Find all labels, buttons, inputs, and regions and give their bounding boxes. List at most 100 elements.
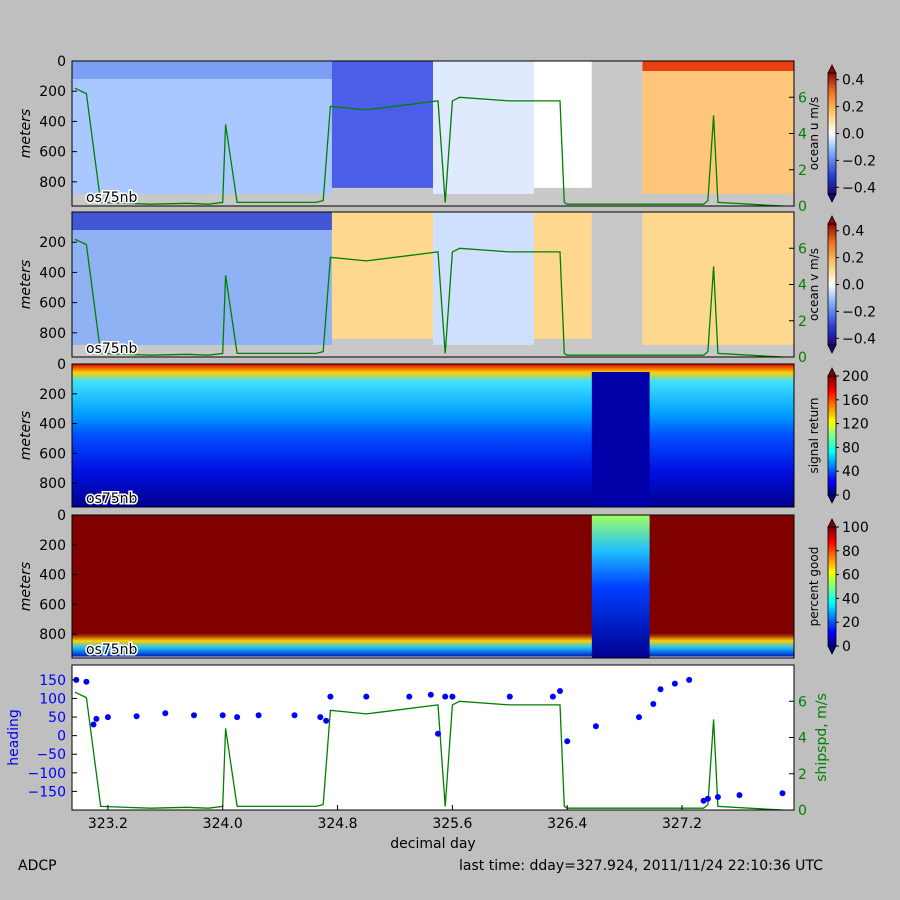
panel-ocean-u-right-tick-label: 2 (798, 163, 807, 179)
heading-point (406, 693, 413, 700)
panel-ocean-u-colorbar-extend-bottom (827, 193, 837, 203)
panel-ocean-u-right-tick-label: 0 (798, 199, 807, 215)
panel-percent-good-colorbar-tick-label: 20 (842, 615, 860, 631)
panel-signal-return-tick-label: 600 (39, 446, 66, 462)
heading-point (104, 714, 111, 721)
panel-signal-return-colorbar-label: signal return (807, 397, 821, 473)
heatmap-signal-return (72, 364, 794, 507)
heading-point (557, 688, 563, 694)
x-tick-label: 325.6 (432, 816, 472, 832)
heading-point (657, 686, 664, 693)
heading-point (255, 712, 262, 719)
heading-point (442, 693, 449, 700)
panel-percent-good-colorbar (827, 526, 837, 647)
panel-ocean-v-tick-label: 600 (39, 296, 66, 312)
panel-signal-return-colorbar-tick-label: 0 (842, 488, 851, 504)
panel-ocean-v-tick-label: 200 (39, 235, 66, 251)
heading-tick-label: −150 (28, 784, 66, 800)
panel-ocean-v-right-tick-label: 4 (798, 278, 807, 294)
bottom-falloff (72, 634, 794, 657)
x-tick-label: 324.0 (203, 816, 243, 832)
heading-point (704, 795, 711, 802)
panel-percent-good-tick-label: 600 (39, 597, 66, 613)
shipspd-line (74, 87, 783, 207)
velocity-band (433, 212, 535, 345)
heading-point (714, 794, 721, 800)
panel-percent-good-colorbar-tick-label: 100 (842, 520, 869, 536)
heading-point (133, 713, 140, 720)
panel-ocean-u-tick-label: 600 (39, 145, 66, 161)
panel-signal-return-colorbar-tick-label: 120 (842, 417, 869, 433)
panel-ocean-u-right-tick-label: 6 (798, 90, 807, 106)
heading-point (327, 693, 334, 700)
heading-point (435, 730, 441, 737)
heading-point (291, 712, 298, 719)
no-data-gap (591, 212, 643, 357)
velocity-band (72, 61, 332, 194)
panel-signal-return-tick-label: 200 (39, 387, 66, 403)
heading-point (549, 693, 556, 700)
panel-percent-good-colorbar-extend-top (827, 518, 837, 528)
heading-point (686, 676, 693, 683)
heatmap-ocean-v (72, 212, 794, 357)
panel-percent-good-colorbar-label: percent good (807, 547, 821, 627)
instrument-label: os75nb (86, 190, 138, 206)
heading-point (736, 792, 743, 799)
panel-ocean-u-colorbar-label: ocean u m/s (807, 97, 821, 171)
plot-frame (71, 514, 795, 659)
heading-tick-label: 0 (57, 729, 66, 745)
panel-ocean-u-colorbar-extend-top (827, 64, 837, 74)
heading-axis-label: heading (6, 709, 22, 766)
surface-band (72, 61, 332, 79)
panel-signal-return-colorbar-tick-label: 40 (842, 464, 860, 480)
x-tick-label: 324.8 (317, 816, 357, 832)
low-quality-block (591, 515, 650, 658)
heatmap-percent-good (72, 515, 794, 658)
panel-signal-return-tick-label: 0 (57, 357, 66, 373)
panel-signal-return-colorbar-extend-top (827, 367, 837, 377)
panel-percent-good-colorbar-tick-label: 40 (842, 591, 860, 607)
panel-percent-good-colorbar-tick-label: 60 (842, 568, 860, 584)
signal-field (72, 364, 794, 507)
instrument-label: os75nb (86, 642, 138, 658)
heading-point (564, 738, 571, 745)
x-tick-label: 327.2 (662, 816, 702, 832)
shipspd-tick-label: 2 (798, 767, 807, 783)
x-tick-label: 326.4 (547, 816, 587, 832)
panel-ocean-u-tick-label: 800 (39, 175, 66, 191)
footer-last-time: last time: dday=327.924, 2011/11/24 22:1… (459, 858, 823, 874)
panel-ocean-u-tick-label: 0 (57, 54, 66, 70)
panel-percent-good-tick-label: 400 (39, 568, 66, 584)
heading-point (90, 721, 97, 728)
panel-percent-good-tick-label: 200 (39, 538, 66, 554)
panel-percent-good-colorbar-extend-bottom (827, 645, 837, 655)
heading-point (83, 678, 90, 685)
heading-point (636, 714, 642, 721)
good-data-field (72, 515, 794, 635)
velocity-band (642, 212, 794, 345)
heading-point (650, 701, 657, 707)
heading-point (671, 680, 678, 687)
shipspd-axis-label: shipspd, m/s (814, 693, 830, 782)
heading-point (363, 693, 370, 700)
footer-left-label: ADCP (18, 858, 57, 874)
panel-percent-good-axis-label: meters (18, 562, 34, 611)
no-data-gap (591, 61, 643, 206)
velocity-band (331, 61, 433, 188)
panel-ocean-v-colorbar-extend-top (827, 215, 837, 225)
shipspd-tick-label: 4 (798, 731, 807, 747)
heading-point (592, 723, 599, 730)
panel-ocean-u-colorbar-tick-label: 0.2 (842, 100, 864, 116)
panel-ocean-v-colorbar (827, 223, 837, 346)
instrument-label: os75nb (86, 491, 138, 507)
heading-point (162, 710, 169, 717)
velocity-band (433, 61, 535, 194)
heading-tick-label: 100 (39, 691, 66, 707)
panel-percent-good-tick-label: 0 (57, 508, 66, 524)
shipspd-tick-label: 0 (798, 803, 807, 819)
panel-ocean-u-tick-label: 200 (39, 84, 66, 100)
panel-ocean-v-right-tick-label: 6 (798, 241, 807, 257)
heading-tick-label: −50 (36, 747, 66, 763)
heading-point (506, 693, 513, 700)
